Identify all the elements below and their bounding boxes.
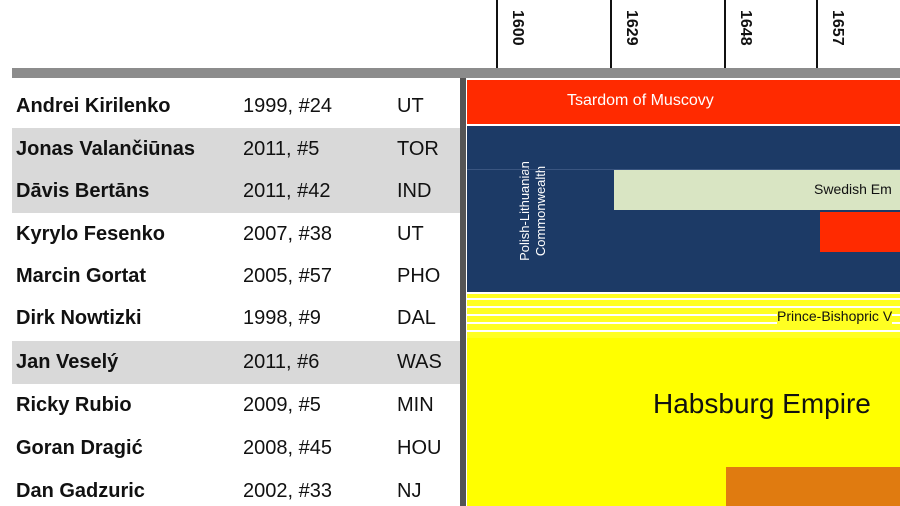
year-tick-label: 1600	[509, 10, 526, 46]
stripe-line	[467, 330, 900, 332]
team-code: PHO	[397, 265, 441, 287]
stripe-line	[467, 298, 900, 300]
player-name: Jan Veselý	[16, 351, 119, 373]
team-code: WAS	[397, 351, 442, 373]
draft-info: 2005, #57	[243, 265, 332, 287]
team-code: DAL	[397, 307, 436, 329]
band-orange-block	[726, 467, 900, 506]
draft-info: 2011, #5	[243, 138, 320, 160]
header-divider-bar	[12, 68, 900, 78]
draft-info: 1998, #9	[243, 307, 321, 329]
player-name: Ricky Rubio	[16, 394, 132, 416]
year-tick-line	[496, 0, 498, 68]
column-divider	[460, 78, 466, 506]
row-shading	[12, 341, 460, 384]
team-code: HOU	[397, 437, 442, 459]
team-code: MIN	[397, 394, 434, 416]
band-red-block	[820, 212, 900, 252]
team-code: TOR	[397, 138, 439, 160]
label-swedish-empire: Swedish Em	[814, 181, 892, 197]
row-shading	[12, 128, 460, 171]
year-tick-line	[816, 0, 818, 68]
team-code: UT	[397, 95, 424, 117]
year-tick-label: 1648	[737, 10, 754, 46]
stripe-line	[467, 306, 900, 308]
stripe-line	[467, 314, 900, 316]
label-habsburg-empire: Habsburg Empire	[653, 388, 871, 419]
player-name: Marcin Gortat	[16, 265, 147, 287]
draft-info: 2011, #6	[243, 351, 320, 373]
player-name: Dāvis Bertāns	[16, 180, 150, 202]
player-name: Dirk Nowtizki	[16, 307, 142, 329]
team-code: IND	[397, 180, 432, 202]
draft-info: 2008, #45	[243, 437, 332, 459]
row-shading	[12, 170, 460, 213]
label-polish-lithuanian-commonwealth: Polish-Lithuanian Commonwealth	[517, 161, 548, 261]
draft-info: 2002, #33	[243, 480, 332, 502]
player-name: Goran Dragić	[16, 437, 143, 459]
band-separator-line	[467, 169, 900, 170]
team-code: NJ	[397, 480, 422, 502]
draft-info: 2011, #42	[243, 180, 331, 202]
band-habsburg-empire: Habsburg Empire	[467, 338, 900, 506]
year-tick-line	[610, 0, 612, 68]
stripe-line	[467, 322, 900, 324]
draft-info: 2007, #38	[243, 223, 332, 245]
team-code: UT	[397, 223, 424, 245]
band-prince-bishopric: Prince-Bishopric V	[467, 294, 900, 338]
player-name: Dan Gadzuric	[16, 480, 145, 502]
label-tsardom-of-muscovy: Tsardom of Muscovy	[567, 92, 714, 109]
player-name: Jonas Valančiūnas	[16, 138, 195, 160]
year-tick-label: 1657	[829, 10, 846, 46]
player-name: Andrei Kirilenko	[16, 95, 171, 117]
draft-info: 1999, #24	[243, 95, 332, 117]
year-tick-line	[724, 0, 726, 68]
draft-info: 2009, #5	[243, 394, 321, 416]
band-tsardom-of-muscovy: Tsardom of Muscovy	[467, 80, 900, 124]
label-prince-bishopric: Prince-Bishopric V	[777, 308, 893, 324]
band-swedish-empire: Swedish Em	[614, 170, 900, 210]
player-name: Kyrylo Fesenko	[16, 223, 165, 245]
year-tick-label: 1629	[623, 10, 640, 46]
